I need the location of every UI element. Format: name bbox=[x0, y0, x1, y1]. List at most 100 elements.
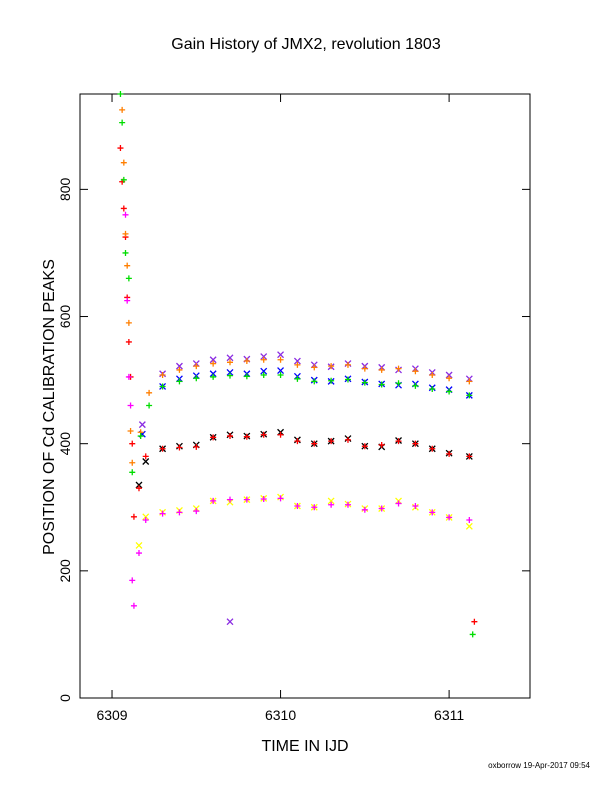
y-tick-label: 600 bbox=[57, 305, 73, 329]
data-point bbox=[209, 370, 217, 378]
data-point bbox=[120, 205, 127, 212]
data-point bbox=[446, 450, 453, 457]
x-tick-label: 6310 bbox=[265, 707, 296, 723]
data-point bbox=[344, 376, 351, 383]
data-point bbox=[294, 502, 301, 509]
data-point bbox=[344, 361, 351, 368]
chart-title: Gain History of JMX2, revolution 1803 bbox=[171, 36, 441, 53]
data-point bbox=[466, 516, 473, 523]
data-point bbox=[142, 516, 149, 523]
data-point bbox=[469, 631, 476, 638]
footer-timestamp: oxborrow 19-Apr-2017 09:54 bbox=[488, 761, 590, 770]
data-point bbox=[378, 505, 385, 512]
y-tick-label: 800 bbox=[57, 177, 73, 201]
data-marks bbox=[117, 91, 478, 638]
series-0 bbox=[138, 351, 473, 626]
data-point bbox=[378, 381, 385, 388]
data-point bbox=[277, 367, 285, 375]
data-point bbox=[361, 443, 368, 450]
data-point bbox=[260, 353, 268, 361]
plot-frame bbox=[79, 93, 531, 699]
y-tick-label: 0 bbox=[57, 694, 73, 702]
series-3 bbox=[137, 372, 473, 440]
data-point bbox=[412, 502, 419, 509]
data-point bbox=[412, 368, 419, 375]
series-2 bbox=[137, 356, 473, 436]
data-point bbox=[159, 383, 166, 390]
series-4 bbox=[135, 428, 473, 489]
data-point bbox=[122, 211, 129, 218]
data-point bbox=[446, 375, 453, 382]
data-point bbox=[465, 522, 473, 530]
data-point bbox=[125, 338, 132, 345]
axis-ticks: 6309 6310 6311 0 200 400 600 800 bbox=[57, 94, 530, 723]
data-point bbox=[120, 159, 127, 166]
data-point bbox=[135, 541, 143, 549]
data-point bbox=[243, 496, 250, 503]
data-point bbox=[210, 434, 217, 441]
series-7 bbox=[135, 495, 473, 557]
data-point bbox=[210, 360, 217, 367]
data-point bbox=[226, 354, 234, 362]
data-point bbox=[129, 577, 136, 584]
x-axis-label: TIME IN IJD bbox=[261, 738, 349, 755]
data-point bbox=[127, 427, 134, 434]
data-point bbox=[135, 485, 142, 492]
x-tick-label: 6311 bbox=[434, 707, 464, 723]
data-point bbox=[175, 362, 183, 370]
data-point bbox=[328, 438, 335, 445]
data-point bbox=[138, 421, 146, 429]
data-point bbox=[142, 513, 150, 521]
data-point bbox=[227, 496, 233, 503]
data-point bbox=[328, 501, 335, 508]
series-6 bbox=[135, 493, 473, 549]
data-point bbox=[125, 373, 132, 380]
series-1 bbox=[138, 367, 473, 438]
data-point bbox=[117, 145, 124, 152]
data-point bbox=[159, 510, 166, 517]
data-point bbox=[378, 366, 385, 373]
data-point bbox=[327, 497, 335, 505]
data-point bbox=[129, 459, 136, 466]
data-point bbox=[227, 372, 233, 379]
data-point bbox=[466, 392, 473, 399]
data-point bbox=[277, 495, 284, 502]
data-point bbox=[328, 377, 335, 384]
data-point bbox=[119, 119, 126, 126]
data-point bbox=[176, 366, 183, 373]
data-point bbox=[260, 372, 267, 379]
data-point bbox=[446, 388, 453, 395]
x-tick-label: 6309 bbox=[96, 707, 127, 723]
data-point bbox=[119, 106, 126, 113]
series-11 bbox=[122, 211, 137, 609]
data-point bbox=[125, 319, 132, 326]
data-point bbox=[466, 453, 473, 460]
data-point bbox=[227, 433, 233, 440]
data-point bbox=[277, 356, 284, 363]
data-point bbox=[311, 504, 318, 511]
data-point bbox=[361, 506, 368, 513]
data-point bbox=[129, 469, 136, 476]
data-point bbox=[122, 230, 129, 237]
data-point bbox=[311, 440, 318, 447]
data-point bbox=[124, 262, 131, 269]
series-5 bbox=[135, 431, 473, 492]
data-point bbox=[328, 363, 335, 370]
data-point bbox=[135, 550, 142, 557]
data-point bbox=[260, 431, 267, 438]
data-point bbox=[471, 618, 478, 625]
data-point bbox=[176, 444, 183, 451]
data-point bbox=[445, 371, 453, 379]
data-point bbox=[260, 367, 268, 375]
data-point bbox=[412, 382, 419, 389]
data-point bbox=[227, 359, 233, 366]
data-point bbox=[176, 378, 183, 385]
data-point bbox=[142, 458, 150, 465]
data-point bbox=[277, 351, 285, 359]
data-point bbox=[209, 356, 217, 364]
data-point bbox=[361, 365, 368, 372]
data-point bbox=[294, 438, 301, 445]
data-point bbox=[311, 364, 318, 371]
series-9 bbox=[119, 106, 136, 466]
